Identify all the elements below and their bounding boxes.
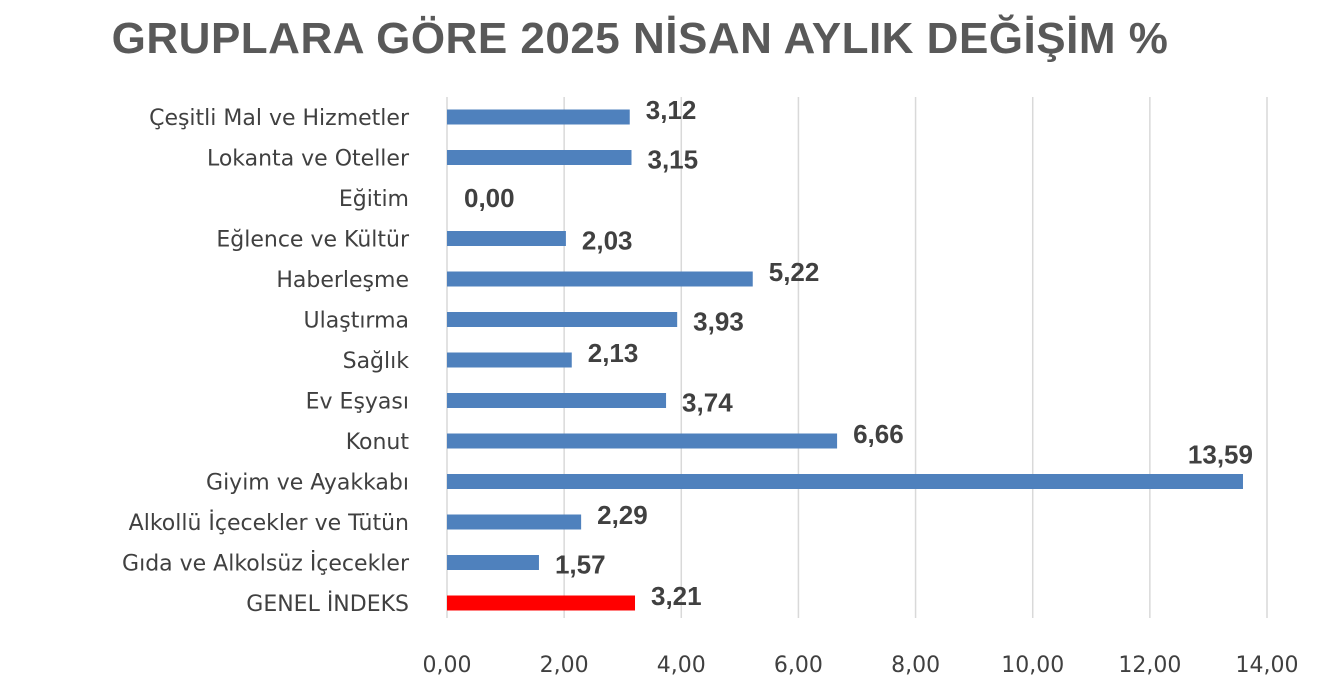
category-label: Haberleşme: [276, 268, 409, 293]
category-label: Çeşitli Mal ve Hizmetler: [149, 106, 410, 131]
category-label: Konut: [346, 430, 410, 455]
data-label: 2,29: [597, 500, 648, 530]
category-label: Ev Eşyası: [306, 390, 409, 415]
bar: [447, 231, 566, 246]
bar: [447, 393, 667, 408]
category-label: Alkollü İçecekler ve Tütün: [129, 510, 409, 536]
data-label: 13,59: [1188, 440, 1253, 470]
data-label: 6,66: [853, 419, 904, 449]
data-label: 1,57: [555, 550, 606, 580]
bar: [447, 514, 582, 530]
category-label: Giyim ve Ayakkabı: [206, 471, 409, 496]
data-label: 3,21: [651, 581, 702, 611]
chart-title: GRUPLARA GÖRE 2025 NİSAN AYLIK DEĞİŞİM %: [111, 14, 1169, 63]
data-label: 5,22: [769, 257, 820, 287]
bar: [447, 312, 678, 327]
x-axis-tick-labels: 0,00 2,00 4,00 6,00 8,00 10,00 12,00 14,00: [423, 653, 1299, 678]
x-tick-label: 6,00: [774, 653, 823, 678]
bar: [447, 109, 630, 125]
category-labels: Çeşitli Mal ve Hizmetler Lokanta ve Otell…: [122, 106, 410, 617]
data-label: 3,15: [648, 145, 699, 175]
category-label: Gıda ve Alkolsüz İçecekler: [122, 551, 410, 577]
x-tick-label: 0,00: [423, 653, 472, 678]
category-label: GENEL İNDEKS: [246, 591, 409, 617]
category-label: Eğlence ve Kültür: [216, 228, 410, 253]
data-label: 3,12: [646, 95, 697, 125]
x-tick-label: 4,00: [657, 653, 706, 678]
data-label: 2,03: [582, 226, 633, 256]
x-tick-label: 10,00: [1001, 653, 1064, 678]
data-label: 3,93: [693, 307, 744, 337]
bar: [447, 352, 572, 368]
bar: [447, 433, 838, 449]
data-label: 0,00: [464, 183, 515, 213]
category-label: Lokanta ve Oteller: [207, 147, 410, 172]
data-labels: 3,12 3,15 0,00 2,03 5,22 3,93 2,13 3,74 6,66 13,5…: [464, 95, 1253, 611]
bar: [447, 474, 1243, 489]
bar: [447, 555, 539, 570]
bar: [447, 150, 632, 165]
bar: [447, 595, 636, 611]
bar: [447, 271, 753, 287]
data-label: 2,13: [588, 338, 639, 368]
x-tick-label: 2,00: [540, 653, 589, 678]
x-tick-label: 8,00: [891, 653, 940, 678]
x-tick-label: 14,00: [1236, 653, 1299, 678]
category-label: Sağlık: [343, 349, 410, 374]
category-label: Eğitim: [339, 187, 409, 212]
bars: [447, 109, 1243, 611]
data-label: 3,74: [682, 388, 733, 418]
category-label: Ulaştırma: [304, 309, 409, 334]
x-tick-label: 12,00: [1118, 653, 1181, 678]
